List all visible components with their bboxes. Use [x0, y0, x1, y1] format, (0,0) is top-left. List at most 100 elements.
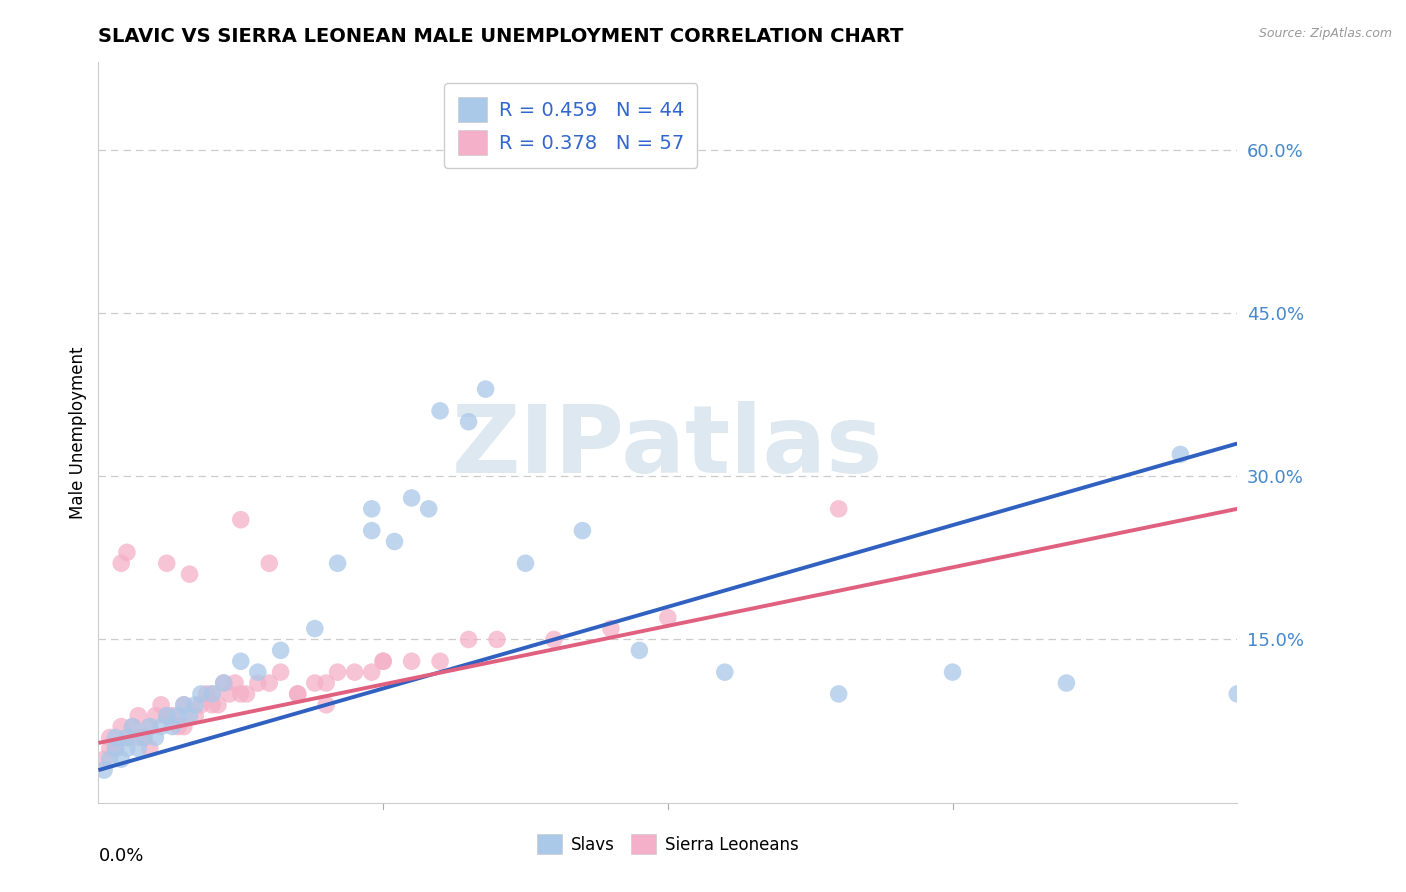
Point: [173, 720, 195, 734]
Point: [173, 698, 195, 712]
Point: [515, 556, 537, 570]
Point: [457, 415, 479, 429]
Point: [304, 676, 326, 690]
Point: [201, 687, 224, 701]
Point: [429, 654, 451, 668]
Point: [195, 687, 218, 701]
Point: [287, 687, 309, 701]
Point: [93, 752, 115, 766]
Point: [115, 545, 138, 559]
Point: [218, 687, 240, 701]
Point: [167, 720, 190, 734]
Point: [401, 491, 423, 505]
Point: [179, 567, 201, 582]
Point: [173, 698, 195, 712]
Point: [184, 698, 207, 712]
Text: Source: ZipAtlas.com: Source: ZipAtlas.com: [1258, 27, 1392, 40]
Point: [315, 698, 337, 712]
Point: [115, 731, 138, 745]
Point: [628, 643, 651, 657]
Point: [224, 676, 246, 690]
Point: [259, 676, 281, 690]
Text: ZIPatlas: ZIPatlas: [453, 401, 883, 493]
Point: [110, 556, 132, 570]
Legend: Slavs, Sierra Leoneans: Slavs, Sierra Leoneans: [530, 828, 806, 861]
Point: [121, 720, 143, 734]
Point: [138, 720, 160, 734]
Point: [156, 708, 179, 723]
Point: [1170, 447, 1192, 461]
Point: [190, 687, 212, 701]
Point: [150, 698, 173, 712]
Text: 0.0%: 0.0%: [98, 847, 143, 865]
Point: [401, 654, 423, 668]
Point: [373, 654, 395, 668]
Point: [360, 524, 382, 538]
Point: [127, 741, 149, 756]
Point: [246, 665, 269, 680]
Text: SLAVIC VS SIERRA LEONEAN MALE UNEMPLOYMENT CORRELATION CHART: SLAVIC VS SIERRA LEONEAN MALE UNEMPLOYME…: [98, 27, 904, 45]
Point: [184, 708, 207, 723]
Point: [828, 501, 851, 516]
Point: [132, 731, 155, 745]
Point: [229, 654, 252, 668]
Point: [287, 687, 309, 701]
Point: [156, 708, 179, 723]
Point: [179, 708, 201, 723]
Point: [373, 654, 395, 668]
Point: [360, 501, 382, 516]
Point: [942, 665, 965, 680]
Point: [270, 665, 292, 680]
Point: [259, 556, 281, 570]
Point: [600, 622, 623, 636]
Point: [326, 665, 349, 680]
Point: [156, 556, 179, 570]
Point: [304, 622, 326, 636]
Point: [457, 632, 479, 647]
Point: [115, 741, 138, 756]
Point: [543, 632, 565, 647]
Point: [145, 731, 167, 745]
Point: [98, 731, 121, 745]
Point: [190, 698, 212, 712]
Point: [384, 534, 406, 549]
Point: [714, 665, 737, 680]
Point: [360, 665, 382, 680]
Y-axis label: Male Unemployment: Male Unemployment: [69, 346, 87, 519]
Point: [201, 687, 224, 701]
Point: [115, 731, 138, 745]
Point: [571, 524, 593, 538]
Point: [212, 676, 235, 690]
Point: [235, 687, 257, 701]
Point: [474, 382, 496, 396]
Point: [418, 501, 440, 516]
Point: [315, 676, 337, 690]
Point: [212, 676, 235, 690]
Point: [138, 741, 160, 756]
Point: [229, 687, 252, 701]
Point: [246, 676, 269, 690]
Point: [93, 763, 115, 777]
Point: [104, 731, 127, 745]
Point: [657, 611, 679, 625]
Point: [127, 708, 149, 723]
Point: [121, 720, 143, 734]
Point: [145, 708, 167, 723]
Point: [98, 752, 121, 766]
Point: [150, 720, 173, 734]
Point: [1056, 676, 1078, 690]
Point: [1226, 687, 1249, 701]
Point: [98, 741, 121, 756]
Point: [828, 687, 851, 701]
Point: [162, 720, 184, 734]
Point: [110, 720, 132, 734]
Point: [207, 698, 229, 712]
Point: [104, 741, 127, 756]
Point: [429, 404, 451, 418]
Point: [132, 731, 155, 745]
Point: [167, 708, 190, 723]
Point: [104, 741, 127, 756]
Point: [127, 731, 149, 745]
Point: [229, 513, 252, 527]
Point: [162, 708, 184, 723]
